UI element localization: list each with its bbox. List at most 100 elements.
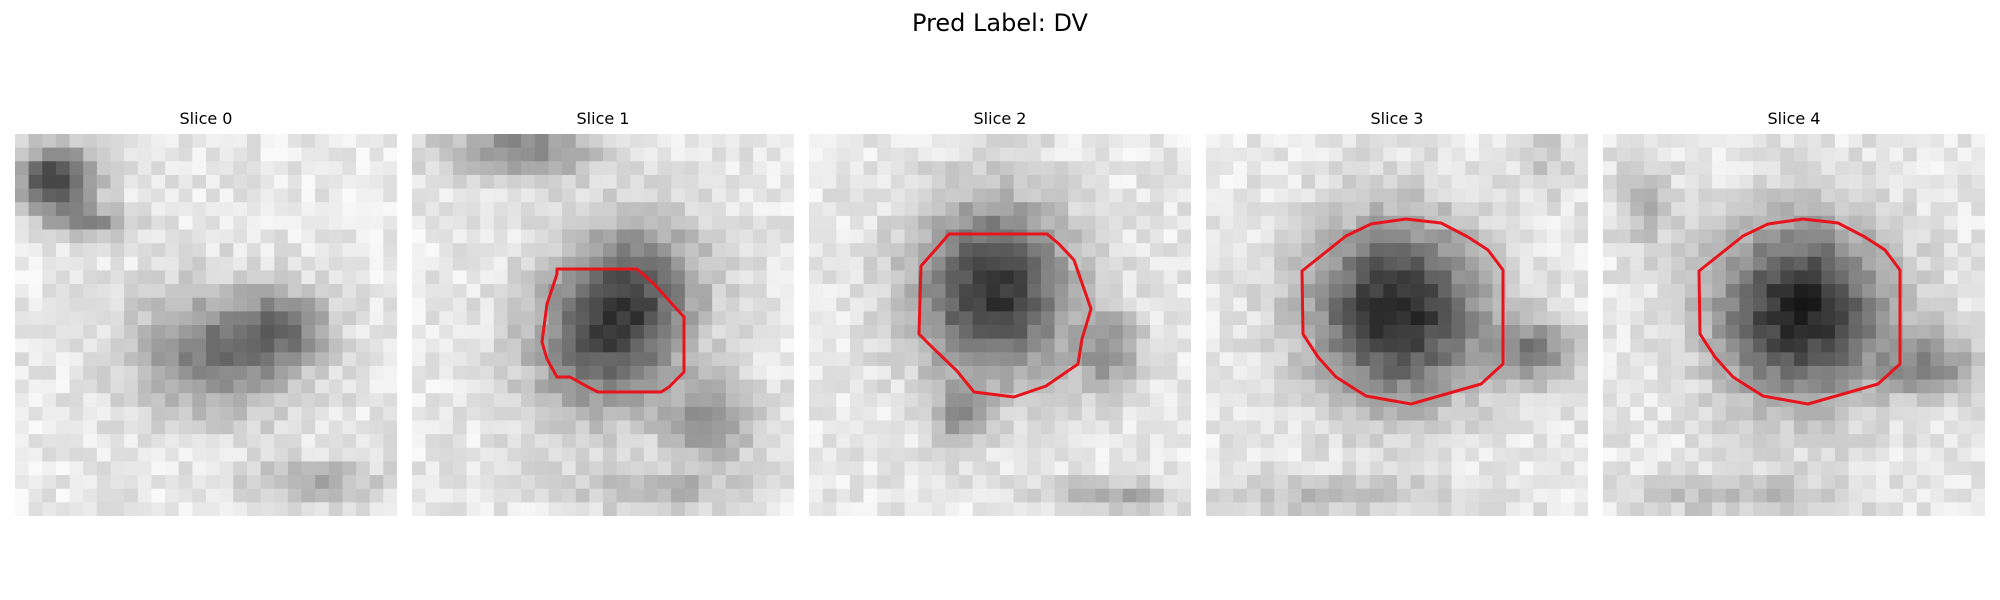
- image-pixel: [1698, 406, 1713, 421]
- image-pixel: [315, 338, 330, 353]
- image-pixel: [972, 270, 987, 285]
- image-pixel: [1712, 134, 1727, 149]
- image-pixel: [986, 284, 1001, 299]
- image-pixel: [1657, 420, 1672, 435]
- image-pixel: [972, 365, 987, 380]
- image-pixel: [1766, 447, 1781, 462]
- image-pixel: [575, 297, 590, 312]
- image-pixel: [1356, 475, 1371, 490]
- image-pixel: [959, 379, 974, 394]
- image-pixel: [562, 420, 577, 435]
- image-pixel: [1834, 311, 1849, 326]
- image-pixel: [480, 147, 495, 162]
- image-pixel: [124, 502, 139, 516]
- image-pixel: [1081, 447, 1096, 462]
- image-pixel: [151, 434, 166, 449]
- image-pixel: [233, 174, 248, 189]
- image-pixel: [274, 393, 289, 408]
- image-pixel: [1533, 202, 1548, 217]
- image-pixel: [274, 352, 289, 367]
- image-pixel: [1821, 188, 1836, 203]
- image-pixel: [753, 365, 768, 380]
- image-pixel: [1287, 338, 1302, 353]
- image-pixel: [1862, 256, 1877, 271]
- image-pixel: [1889, 134, 1904, 149]
- image-pixel: [1095, 161, 1110, 176]
- image-pixel: [342, 174, 357, 189]
- image-pixel: [1712, 174, 1727, 189]
- image-pixel: [1451, 256, 1466, 271]
- image-pixel: [877, 174, 892, 189]
- image-pixel: [1616, 147, 1631, 162]
- image-pixel: [1725, 188, 1740, 203]
- image-pixel: [630, 284, 645, 299]
- image-pixel: [1739, 461, 1754, 476]
- image-pixel: [1260, 147, 1275, 162]
- image-pixel: [1684, 325, 1699, 340]
- image-pixel: [260, 229, 275, 244]
- image-pixel: [1684, 352, 1699, 367]
- image-pixel: [55, 243, 70, 258]
- image-pixel: [1000, 161, 1015, 176]
- image-pixel: [287, 447, 302, 462]
- image-pixel: [548, 229, 563, 244]
- image-pixel: [1465, 365, 1480, 380]
- image-pixel: [890, 284, 905, 299]
- image-pixel: [1862, 311, 1877, 326]
- image-pixel: [753, 188, 768, 203]
- image-pixel: [110, 188, 125, 203]
- image-pixel: [1315, 488, 1330, 503]
- image-pixel: [534, 502, 549, 516]
- image-pixel: [1150, 379, 1165, 394]
- image-pixel: [55, 393, 70, 408]
- image-pixel: [575, 488, 590, 503]
- image-pixel: [1356, 188, 1371, 203]
- image-pixel: [260, 215, 275, 230]
- image-pixel: [165, 256, 180, 271]
- image-pixel: [124, 475, 139, 490]
- image-pixel: [452, 134, 467, 149]
- image-pixel: [42, 502, 57, 516]
- image-pixel: [1492, 202, 1507, 217]
- image-pixel: [328, 188, 343, 203]
- image-pixel: [1807, 379, 1822, 394]
- image-pixel: [15, 461, 30, 476]
- image-pixel: [137, 379, 152, 394]
- image-pixel: [1739, 338, 1754, 353]
- image-pixel: [1328, 406, 1343, 421]
- image-pixel: [1506, 447, 1521, 462]
- image-pixel: [972, 243, 987, 258]
- image-pixel: [877, 134, 892, 149]
- image-pixel: [589, 229, 604, 244]
- image-pixel: [151, 202, 166, 217]
- image-pixel: [246, 461, 261, 476]
- image-pixel: [1753, 161, 1768, 176]
- image-pixel: [1903, 447, 1918, 462]
- image-pixel: [124, 488, 139, 503]
- image-pixel: [1957, 174, 1972, 189]
- image-pixel: [1206, 174, 1221, 189]
- image-pixel: [562, 270, 577, 285]
- image-pixel: [1930, 174, 1945, 189]
- image-pixel: [1766, 256, 1781, 271]
- image-pixel: [1177, 147, 1191, 162]
- image-pixel: [698, 215, 713, 230]
- image-pixel: [1451, 311, 1466, 326]
- image-pixel: [165, 147, 180, 162]
- image-pixel: [1821, 502, 1836, 516]
- image-pixel: [493, 215, 508, 230]
- image-pixel: [1109, 174, 1124, 189]
- image-pixel: [739, 188, 754, 203]
- image-pixel: [412, 325, 427, 340]
- image-pixel: [725, 379, 740, 394]
- image-pixel: [931, 243, 946, 258]
- image-pixel: [287, 475, 302, 490]
- image-pixel: [1916, 270, 1931, 285]
- image-pixel: [739, 434, 754, 449]
- image-pixel: [712, 488, 727, 503]
- image-pixel: [534, 434, 549, 449]
- image-pixel: [575, 284, 590, 299]
- image-pixel: [219, 243, 234, 258]
- image-pixel: [1233, 174, 1248, 189]
- image-pixel: [1465, 393, 1480, 408]
